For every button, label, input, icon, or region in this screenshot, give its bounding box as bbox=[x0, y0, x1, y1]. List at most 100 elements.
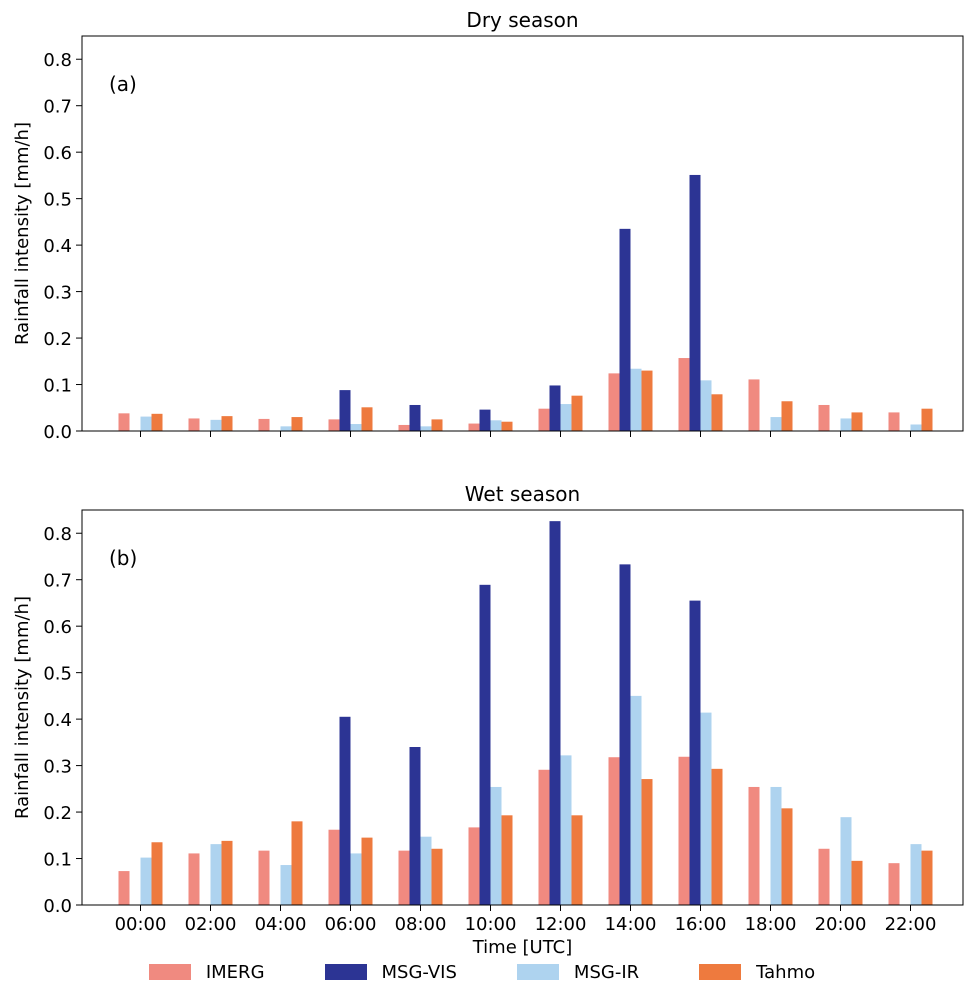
bar-p1-tahmo-8 bbox=[711, 394, 723, 431]
bar-p1-imerg-3 bbox=[328, 419, 340, 431]
bar-p2-msg-ir-3 bbox=[350, 853, 362, 905]
legend-item-imerg: IMERG bbox=[148, 958, 265, 986]
y-tick-label-p2-3: 0.3 bbox=[43, 757, 72, 778]
bar-p2-tahmo-10 bbox=[851, 860, 863, 905]
panel-label-p1: (a) bbox=[109, 72, 137, 96]
bar-p1-msg-ir-3 bbox=[350, 424, 362, 431]
bar-p1-msg-ir-8 bbox=[700, 380, 712, 431]
legend-swatch-tahmo bbox=[699, 964, 742, 980]
x-tick-label-p2-6: 12:00 bbox=[535, 914, 587, 935]
bar-p1-imerg-1 bbox=[188, 418, 200, 431]
bar-p2-msg-vis-8 bbox=[689, 600, 701, 905]
bar-p1-imerg-0 bbox=[118, 413, 130, 431]
legend-label-msg-vis: MSG-VIS bbox=[381, 961, 457, 983]
bar-p2-msg-ir-2 bbox=[280, 865, 292, 905]
bar-p1-msg-ir-5 bbox=[490, 420, 502, 431]
y-tick-label-p1-4: 0.4 bbox=[43, 236, 72, 257]
x-axis-label-p2: Time [UTC] bbox=[472, 937, 573, 958]
legend-swatch-msg-vis bbox=[324, 964, 367, 980]
x-tick-label-p2-1: 02:00 bbox=[185, 914, 237, 935]
bar-p2-msg-ir-11 bbox=[910, 844, 922, 905]
y-tick-label-p1-5: 0.5 bbox=[43, 190, 72, 211]
bar-p2-imerg-11 bbox=[888, 863, 900, 905]
x-tick-label-p2-3: 06:00 bbox=[325, 914, 377, 935]
bar-p2-msg-vis-7 bbox=[619, 564, 631, 905]
bar-p2-msg-ir-7 bbox=[630, 695, 642, 905]
bar-p2-tahmo-9 bbox=[781, 808, 793, 905]
x-tick-label-p2-7: 14:00 bbox=[605, 914, 657, 935]
x-tick-label-p2-2: 04:00 bbox=[255, 914, 307, 935]
bar-p2-tahmo-7 bbox=[641, 779, 653, 905]
bar-p1-msg-vis-8 bbox=[689, 174, 701, 431]
bar-p1-imerg-4 bbox=[398, 424, 410, 431]
x-tick-label-p2-10: 20:00 bbox=[815, 914, 867, 935]
x-tick-label-p2-5: 10:00 bbox=[465, 914, 517, 935]
bar-p1-msg-ir-6 bbox=[560, 404, 572, 431]
bar-p2-tahmo-5 bbox=[501, 815, 513, 905]
y-axis-label-p2: Rainfall intensity [mm/h] bbox=[12, 596, 33, 819]
bar-p1-tahmo-10 bbox=[851, 412, 863, 431]
bar-p2-msg-vis-6 bbox=[549, 521, 561, 905]
bar-p1-imerg-9 bbox=[748, 379, 760, 431]
bar-p1-tahmo-11 bbox=[921, 408, 933, 431]
bar-p2-imerg-2 bbox=[258, 850, 270, 905]
bar-p1-imerg-10 bbox=[818, 404, 830, 431]
bar-p1-msg-vis-7 bbox=[619, 228, 631, 431]
bar-p2-imerg-6 bbox=[538, 769, 550, 905]
y-tick-label-p1-8: 0.8 bbox=[43, 50, 72, 71]
y-tick-label-p1-3: 0.3 bbox=[43, 283, 72, 304]
y-tick-label-p1-1: 0.1 bbox=[43, 376, 72, 397]
panel-label-p2: (b) bbox=[109, 546, 137, 570]
bar-p2-imerg-0 bbox=[118, 871, 130, 905]
bar-p1-msg-ir-7 bbox=[630, 368, 642, 431]
legend-label-imerg: IMERG bbox=[205, 961, 265, 983]
y-tick-label-p2-0: 0.0 bbox=[43, 896, 72, 917]
y-tick-label-p1-2: 0.2 bbox=[43, 329, 72, 350]
y-tick-label-p2-2: 0.2 bbox=[43, 803, 72, 824]
bar-p2-tahmo-0 bbox=[151, 842, 163, 905]
bar-p1-msg-ir-11 bbox=[910, 424, 922, 431]
bar-p2-tahmo-3 bbox=[361, 837, 373, 905]
bar-p1-imerg-8 bbox=[678, 358, 690, 431]
bar-p1-tahmo-4 bbox=[431, 419, 443, 431]
bar-p1-msg-vis-4 bbox=[409, 404, 421, 431]
x-tick-label-p2-0: 00:00 bbox=[115, 914, 167, 935]
bar-p2-tahmo-6 bbox=[571, 815, 583, 905]
bar-p2-msg-ir-1 bbox=[210, 844, 222, 905]
bar-p1-tahmo-7 bbox=[641, 370, 653, 431]
bar-p1-tahmo-6 bbox=[571, 395, 583, 431]
legend-swatch-imerg bbox=[148, 964, 191, 980]
chart-title-p2: Wet season bbox=[465, 482, 580, 506]
y-tick-label-p2-6: 0.6 bbox=[43, 617, 72, 638]
legend-swatch-msg-ir bbox=[516, 964, 559, 980]
y-tick-label-p2-7: 0.7 bbox=[43, 571, 72, 592]
plot-frame-p1 bbox=[81, 35, 964, 432]
bar-p1-msg-ir-10 bbox=[840, 418, 852, 431]
bar-p2-msg-ir-4 bbox=[420, 836, 432, 905]
y-tick-label-p1-6: 0.6 bbox=[43, 143, 72, 164]
bar-p1-imerg-7 bbox=[608, 373, 620, 431]
bar-p2-imerg-7 bbox=[608, 757, 620, 905]
y-tick-label-p2-4: 0.4 bbox=[43, 710, 72, 731]
bar-p1-msg-ir-2 bbox=[280, 426, 292, 431]
bar-p1-msg-ir-1 bbox=[210, 419, 222, 431]
bar-p2-tahmo-2 bbox=[291, 821, 303, 905]
bar-p2-msg-vis-4 bbox=[409, 747, 421, 905]
chart-title-p1: Dry season bbox=[466, 8, 578, 32]
bar-p2-msg-ir-9 bbox=[770, 786, 782, 905]
bar-p2-msg-ir-5 bbox=[490, 786, 502, 905]
bar-p1-tahmo-9 bbox=[781, 401, 793, 431]
y-tick-label-p2-8: 0.8 bbox=[43, 524, 72, 545]
bar-p2-imerg-8 bbox=[678, 756, 690, 905]
bar-p2-msg-ir-8 bbox=[700, 712, 712, 905]
bar-p2-imerg-4 bbox=[398, 850, 410, 905]
x-tick-label-p2-9: 18:00 bbox=[745, 914, 797, 935]
bar-p1-tahmo-1 bbox=[221, 416, 233, 431]
bar-p2-imerg-3 bbox=[328, 829, 340, 905]
bar-p2-tahmo-11 bbox=[921, 850, 933, 905]
bar-p1-msg-ir-9 bbox=[770, 417, 782, 431]
legend-item-tahmo: Tahmo bbox=[699, 958, 815, 986]
legend-item-msg-vis: MSG-VIS bbox=[324, 958, 457, 986]
bar-p2-imerg-5 bbox=[468, 827, 480, 905]
